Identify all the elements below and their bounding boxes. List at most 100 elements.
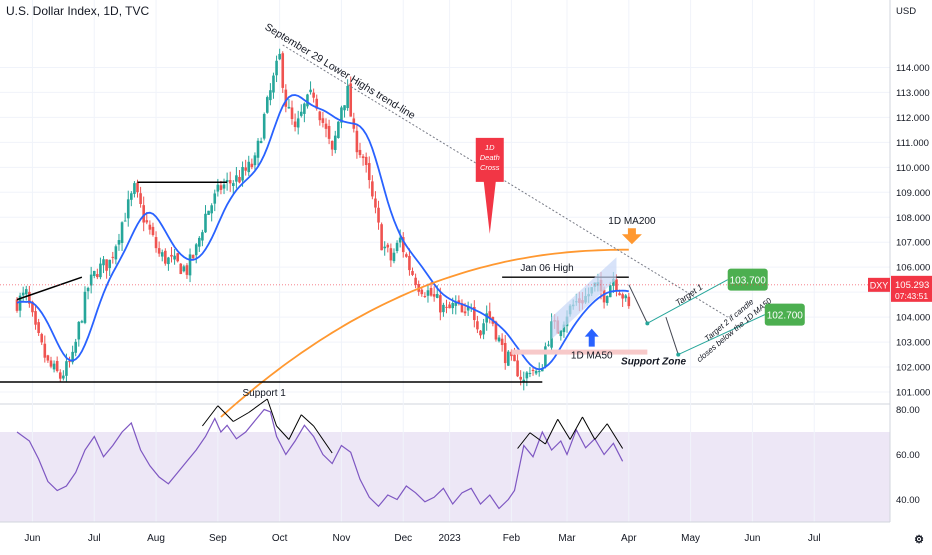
candle-body: [547, 344, 550, 346]
candle-body: [299, 111, 303, 116]
currency-label: USD: [896, 6, 916, 17]
candle-body: [278, 53, 281, 60]
candle-body: [148, 224, 152, 230]
x-tick-label: May: [681, 533, 700, 544]
candle-body: [157, 248, 161, 254]
candle-body: [259, 141, 263, 144]
candle-body: [537, 371, 541, 373]
candle-body: [21, 292, 25, 296]
x-tick-label: Jul: [808, 533, 821, 544]
y-tick-label: 111.000: [896, 138, 929, 149]
target-1-dot: [645, 321, 650, 326]
candle-body: [120, 222, 124, 243]
resistance-line: [16, 276, 83, 301]
x-tick-label: Jun: [24, 533, 40, 544]
candle-body: [507, 351, 510, 366]
rsi-pattern-line: [300, 414, 314, 427]
symbol-label: DXY: [870, 280, 889, 290]
candle-body: [241, 167, 244, 181]
candle-body: [374, 198, 377, 208]
candle-body: [111, 256, 115, 258]
rsi-tick-label: 80.00: [896, 405, 920, 416]
candle-body: [96, 274, 99, 278]
candle-body: [395, 242, 399, 252]
candle-body: [117, 240, 121, 245]
candle-body: [170, 254, 173, 257]
death-cross-label: Death: [480, 153, 500, 162]
candle-body: [463, 311, 467, 314]
death-cross-label: 1D: [485, 143, 495, 152]
candle-body: [207, 210, 210, 215]
rsi-pattern-line: [248, 398, 268, 413]
candle-body: [86, 287, 90, 292]
candle-body: [293, 121, 297, 128]
candle-body: [383, 246, 387, 249]
candle-body: [173, 255, 176, 260]
candle-body: [519, 376, 522, 380]
candle-body: [615, 279, 618, 291]
candle-body: [303, 103, 306, 114]
candle-body: [457, 300, 461, 304]
candle-body: [126, 199, 130, 219]
candle-body: [562, 324, 566, 333]
ma50-arrow: [584, 328, 599, 347]
candle-body: [312, 92, 315, 98]
candle-body: [380, 224, 383, 251]
trend-line: [282, 44, 728, 318]
candle-body: [333, 135, 337, 150]
candle-body: [451, 303, 454, 309]
candle-body: [123, 220, 127, 222]
candle-body: [182, 266, 186, 272]
candle-body: [18, 295, 22, 311]
candle-body: [503, 342, 507, 364]
candle-body: [522, 379, 526, 382]
rsi-pattern-line: [217, 405, 234, 422]
x-tick-label: Apr: [621, 533, 637, 544]
candle-body: [250, 163, 254, 168]
candle-body: [602, 289, 606, 303]
candle-body: [28, 291, 31, 304]
x-tick-label: Mar: [558, 533, 576, 544]
candle-body: [68, 361, 71, 363]
candle-body: [525, 372, 529, 379]
candle-body: [228, 180, 232, 184]
rsi-pattern-line: [582, 416, 596, 440]
candle-body: [290, 107, 294, 120]
candle-body: [191, 254, 195, 259]
candle-body: [624, 295, 628, 299]
candle-body: [92, 270, 96, 277]
y-tick-label: 109.000: [896, 188, 930, 199]
candle-body: [40, 334, 44, 343]
target-1-line: [647, 279, 728, 324]
candle-body: [612, 278, 615, 286]
candle-body: [448, 304, 451, 309]
target-2-dot: [676, 352, 681, 357]
candle-body: [269, 90, 272, 101]
rsi-pattern-line: [276, 425, 290, 440]
candle-body: [24, 289, 28, 295]
candle-body: [253, 155, 257, 166]
candle-body: [136, 182, 139, 193]
candle-body: [528, 372, 532, 374]
candle-body: [74, 341, 78, 353]
x-tick-label: Nov: [333, 533, 351, 544]
candle-body: [544, 346, 547, 367]
candle-body: [210, 205, 213, 214]
target-2-line: [678, 314, 765, 356]
support-zone-band: [511, 349, 648, 355]
candle-body: [513, 354, 516, 362]
ma200-arrow: [621, 228, 642, 245]
candle-body: [46, 355, 50, 361]
candle-body: [222, 184, 226, 189]
candle-body: [485, 313, 488, 323]
y-tick-label: 113.000: [896, 88, 930, 99]
candle-body: [232, 183, 235, 187]
y-tick-label: 104.000: [896, 313, 930, 324]
target-price-label: 102.700: [767, 311, 804, 322]
candle-body: [315, 98, 319, 109]
candle-body: [213, 193, 217, 204]
candle-body: [164, 250, 167, 264]
candle-body: [367, 163, 371, 181]
